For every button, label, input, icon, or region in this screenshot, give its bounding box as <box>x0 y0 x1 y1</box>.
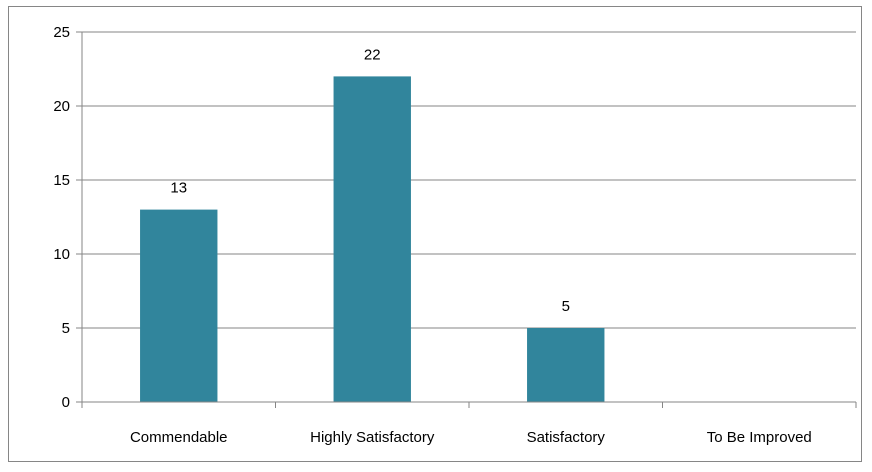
x-tick-label-to-be-improved: To Be Improved <box>707 429 812 446</box>
x-tick-label-satisfactory: Satisfactory <box>527 429 606 446</box>
y-tick-label-10: 10 <box>53 246 70 263</box>
bar-highly-satisfactory <box>333 76 411 403</box>
y-tick-label-15: 15 <box>53 172 70 189</box>
bar-satisfactory <box>527 328 605 402</box>
y-tick-label-5: 5 <box>62 320 70 337</box>
data-label-highly-satisfactory: 22 <box>364 46 381 63</box>
y-tick-label-25: 25 <box>53 24 70 41</box>
y-tick-label-20: 20 <box>53 98 70 115</box>
axes <box>76 31 857 408</box>
y-tick-label-0: 0 <box>62 394 70 411</box>
data-label-commendable: 13 <box>170 180 187 197</box>
bars <box>140 76 605 403</box>
x-tick-label-commendable: Commendable <box>130 429 228 446</box>
data-label-satisfactory: 5 <box>562 298 570 315</box>
x-tick-label-highly-satisfactory: Highly Satisfactory <box>310 429 435 446</box>
labels: 0 5 10 15 20 25 13 Commendable 22 Highly Satisfac… <box>53 24 811 446</box>
bar-commendable <box>140 209 218 402</box>
